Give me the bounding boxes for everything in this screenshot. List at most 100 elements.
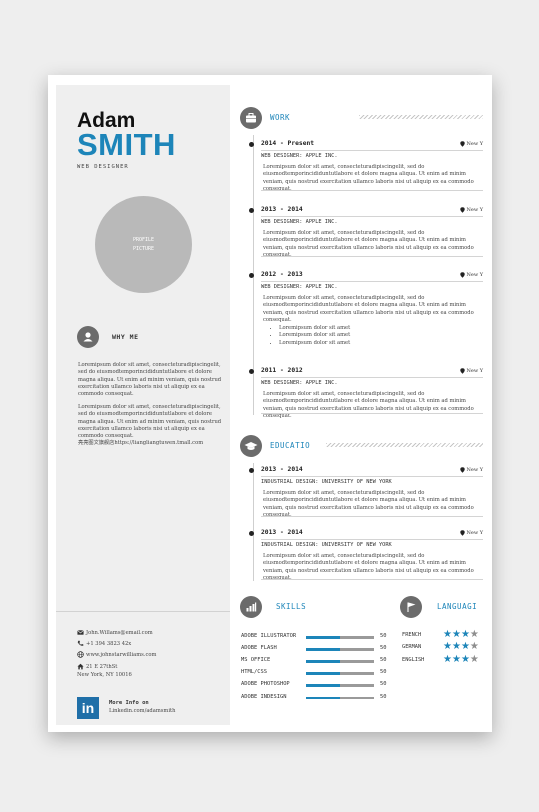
timeline-dot <box>249 273 254 278</box>
skill-bar-fill <box>306 660 340 663</box>
skill-name: ADOBE INDESIGN <box>241 693 287 700</box>
entry-description: Loremipsum dolor sit amet, consecteturad… <box>263 230 474 258</box>
entry-role: WEB DESIGNER: APPLE INC. <box>261 153 338 159</box>
entry-description: Loremipsum dolor sit amet, consecteturad… <box>263 295 474 323</box>
skill-row: ADOBE FLASH 50 <box>241 645 391 653</box>
entry-role: WEB DESIGNER: APPLE INC. <box>261 219 338 225</box>
profile-picture-label: PROFILE PICTURE <box>132 237 155 252</box>
entry-description: Loremipsum dolor sit amet, consecteturad… <box>263 490 474 518</box>
map-pin-icon <box>460 272 466 278</box>
work-entry: 2011 - 2012 New Y WEB DESIGNER: APPLE IN… <box>249 367 483 419</box>
language-name: FRENCH <box>402 632 422 638</box>
resume-page: Adam SMITH WEB DESIGNER PROFILE PICTURE … <box>48 75 492 732</box>
skill-name: MS OFFICE <box>241 657 271 664</box>
contact-phone: +1 394 3823 42x <box>77 640 131 647</box>
entry-location: New Y <box>460 272 483 278</box>
skill-bar-track <box>306 660 374 663</box>
entry-location-text: New Y <box>466 272 483 278</box>
profile-picture: PROFILE PICTURE <box>95 196 192 293</box>
entry-description: Loremipsum dolor sit amet, consecteturad… <box>263 164 474 192</box>
skill-row: ADOBE INDESIGN 50 <box>241 694 391 702</box>
contact-website: www.johnstarwilliams.com <box>77 651 156 658</box>
shop-watermark-text: 亮亮图文旗舰店https://liangliangtuwen.tmall.com <box>78 440 204 446</box>
work-title-stripe <box>359 115 483 119</box>
star-icon: ★ <box>443 653 452 665</box>
star-icon: ★ <box>469 629 479 640</box>
entry-bottom-rule <box>261 190 483 191</box>
entry-rule <box>261 377 483 378</box>
education-entry: 2013 - 2014 New Y INDUSTRIAL DESIGN: UNI… <box>249 466 483 521</box>
sidebar: Adam SMITH WEB DESIGNER PROFILE PICTURE … <box>56 85 230 725</box>
skill-name: HTML/CSS <box>241 669 267 676</box>
phone-icon <box>77 640 84 646</box>
map-pin-icon <box>460 207 466 213</box>
star-icon: ★ <box>443 629 452 640</box>
entry-rule <box>261 476 483 477</box>
entry-bottom-rule <box>261 516 483 517</box>
entry-role: INDUSTRIAL DESIGN: UNIVERSITY OF NEW YOR… <box>261 479 392 485</box>
star-icon: ★ <box>451 641 461 653</box>
entry-date: 2011 - 2012 <box>261 367 303 374</box>
entry-date: 2014 - Present <box>261 140 315 147</box>
bullet-item: Loremipsum dolor sit amet <box>279 340 429 347</box>
skill-bar-track <box>306 648 374 651</box>
linkedin-title: More Info on <box>109 700 149 706</box>
language-row: FRENCH ★★★★ <box>402 629 492 640</box>
skill-value: 50 <box>380 693 387 700</box>
timeline-dot <box>249 208 254 213</box>
map-pin-icon <box>460 141 466 147</box>
entry-location: New Y <box>460 368 483 374</box>
star-icon: ★ <box>469 641 479 653</box>
first-name: Adam <box>77 109 136 132</box>
skill-name: ADOBE ILLUSTRATOR <box>241 633 297 639</box>
entry-date: 2013 - 2014 <box>261 206 303 213</box>
entry-rule <box>261 281 483 282</box>
language-rating: ★★★★ <box>443 629 479 640</box>
work-entry: 2012 - 2013 New Y WEB DESIGNER: APPLE IN… <box>249 271 483 361</box>
linkedin-logo[interactable]: in <box>77 697 99 719</box>
star-icon: ★ <box>460 641 470 653</box>
contact-phone-text: +1 394 3823 42x <box>86 640 132 647</box>
education-entry: 2013 - 2014 New Y INDUSTRIAL DESIGN: UNI… <box>249 529 483 584</box>
entry-rule <box>261 216 483 217</box>
skill-bar-fill <box>306 696 340 699</box>
entry-bottom-rule <box>261 579 483 580</box>
skill-bar-fill <box>306 636 340 639</box>
entry-date: 2013 - 2014 <box>261 529 303 536</box>
entry-description: Loremipsum dolor sit amet, consecteturad… <box>263 553 474 581</box>
languages-section-title: LANGUAGI <box>437 602 478 611</box>
language-row: ENGLISH ★★★★ <box>402 653 492 665</box>
entry-location: New Y <box>460 141 483 147</box>
entry-location: New Y <box>460 467 483 473</box>
entry-rule <box>261 539 483 540</box>
star-icon: ★ <box>451 629 461 640</box>
skill-row: ADOBE PHOTOSHOP 50 <box>241 681 391 689</box>
contact-website-text: www.johnstarwilliams.com <box>86 651 157 658</box>
entry-location-text: New Y <box>466 368 483 374</box>
linkedin-url[interactable]: Linkedin.com/adamsmith <box>109 708 176 714</box>
map-pin-icon <box>460 368 466 374</box>
entry-role: INDUSTRIAL DESIGN: UNIVERSITY OF NEW YOR… <box>261 542 392 548</box>
entry-location-text: New Y <box>466 467 483 473</box>
briefcase-icon <box>240 107 262 129</box>
entry-date: 2012 - 2013 <box>261 271 303 278</box>
about-paragraph: Loremipsum dolor sit amet, consecteturad… <box>78 362 222 398</box>
education-title-stripe <box>326 443 483 447</box>
entry-role: WEB DESIGNER: APPLE INC. <box>261 284 338 290</box>
language-rating: ★★★★ <box>443 641 479 652</box>
timeline-dot <box>249 369 254 374</box>
skill-name: ADOBE FLASH <box>241 645 277 652</box>
flag-icon <box>400 596 422 618</box>
entry-description: Loremipsum dolor sit amet, consecteturad… <box>263 391 474 419</box>
map-pin-icon <box>460 467 466 473</box>
contact-address-city: New York, NY 10016 <box>77 672 132 678</box>
globe-icon <box>77 651 84 658</box>
skill-value: 50 <box>380 681 387 688</box>
entry-location: New Y <box>460 207 483 213</box>
work-entry: 2013 - 2014 New Y WEB DESIGNER: APPLE IN… <box>249 206 483 261</box>
contact-address-line1: 21 E 27thSt <box>86 663 118 670</box>
skill-value: 50 <box>380 645 387 652</box>
skill-bar-track <box>306 684 374 687</box>
skill-row: ADOBE ILLUSTRATOR 50 <box>241 633 391 641</box>
last-name: SMITH <box>77 127 176 162</box>
